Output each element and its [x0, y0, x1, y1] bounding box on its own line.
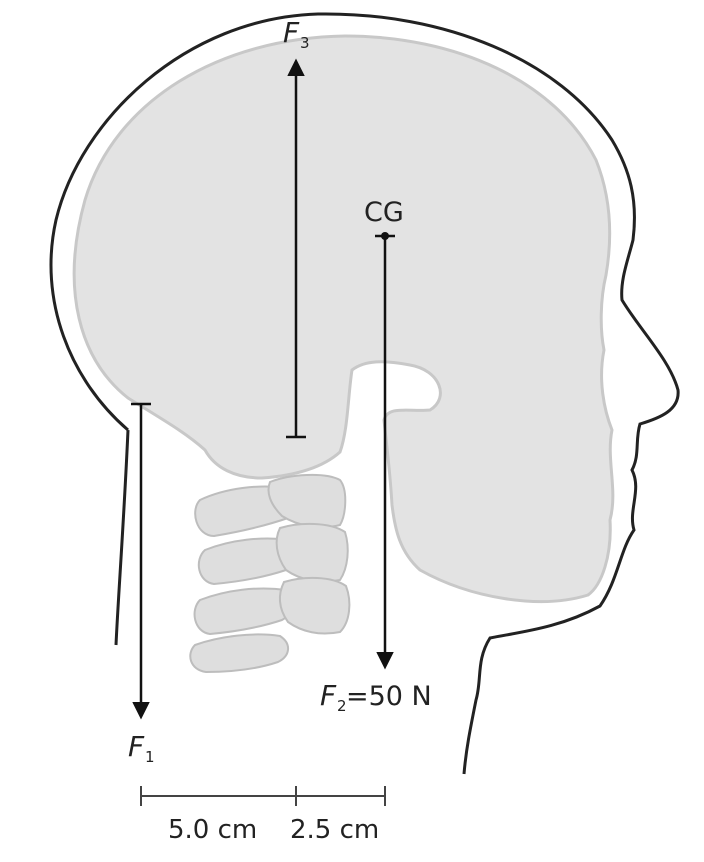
- cg-point: [381, 232, 389, 240]
- f3-label: F: [283, 16, 300, 49]
- neck-back-outline: [114, 429, 130, 646]
- cervical-spine: [189, 473, 351, 674]
- scale-bar: [140, 786, 386, 806]
- f2-label: F: [320, 679, 337, 712]
- f2-subscript: 2: [337, 697, 347, 715]
- cg-label: CG: [364, 197, 404, 228]
- f1-label: F: [128, 730, 145, 763]
- f2-value: =50 N: [346, 681, 432, 712]
- f1-subscript: 1: [145, 748, 155, 766]
- scale-label-2-5cm: 2.5 cm: [290, 815, 379, 845]
- scale-label-5cm: 5.0 cm: [168, 815, 257, 845]
- skull-shape: [72, 34, 615, 604]
- f3-subscript: 3: [300, 34, 310, 52]
- head-outline: [49, 12, 680, 775]
